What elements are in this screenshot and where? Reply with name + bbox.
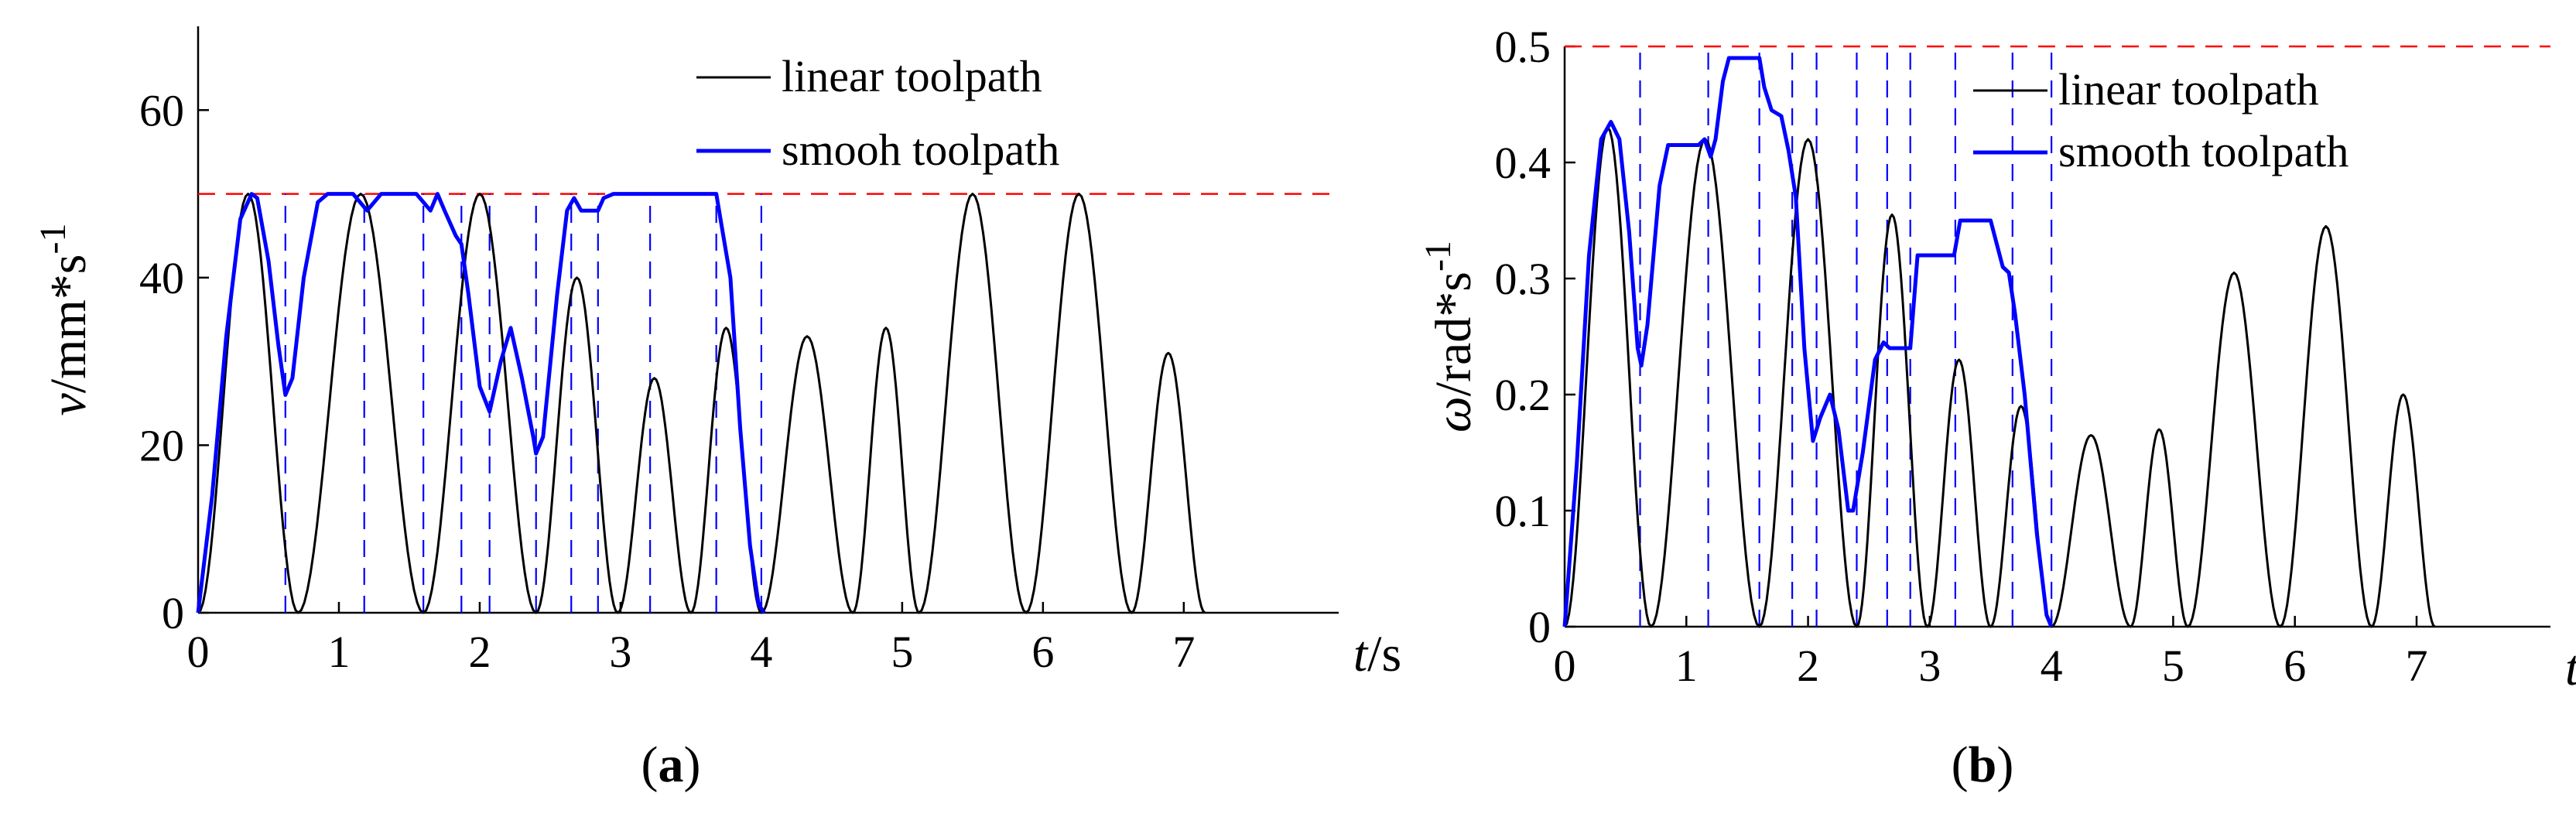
legend-label: smooth toolpath: [2058, 126, 2349, 176]
y-tick-label: 0.1: [1495, 486, 1551, 536]
series-line-smooth: [196, 192, 766, 614]
x-tick-label: 1: [1675, 641, 1698, 691]
x-tick-label: 5: [891, 627, 913, 677]
panel-label: (a): [641, 737, 701, 793]
legend-label: smooh toolpath: [782, 125, 1059, 175]
series-line-smooth: [1562, 56, 2054, 627]
x-tick-label: 3: [609, 627, 631, 677]
series-line-linear: [197, 193, 1206, 614]
legend-label: linear toolpath: [2058, 64, 2319, 115]
y-tick-label: 60: [139, 85, 184, 135]
x-tick-label: 5: [2162, 641, 2184, 691]
y-tick-label: 40: [139, 253, 184, 303]
legend-label: linear toolpath: [782, 51, 1042, 101]
series-line-linear: [1563, 126, 2436, 628]
y-tick-label: 0.4: [1495, 138, 1551, 188]
x-tick-label: 1: [327, 627, 350, 677]
y-axis-label: v/mm*s-1: [32, 224, 97, 416]
y-tick-label: 0.5: [1495, 22, 1551, 72]
x-axis-label: t/s: [1353, 626, 1401, 682]
x-axis-label: t/s: [2565, 640, 2576, 696]
y-tick-label: 0: [1528, 602, 1551, 652]
x-tick-label: 4: [750, 627, 772, 677]
x-tick-label: 6: [1031, 627, 1054, 677]
x-tick-label: 4: [2041, 641, 2063, 691]
x-tick-label: 6: [2284, 641, 2306, 691]
x-tick-label: 7: [2405, 641, 2427, 691]
x-tick-label: 3: [1918, 641, 1941, 691]
panel-label: (b): [1952, 737, 2014, 793]
x-tick-label: 0: [187, 627, 210, 677]
y-tick-label: 0.2: [1495, 370, 1551, 420]
y-tick-label: 0.3: [1495, 254, 1551, 304]
x-tick-label: 2: [1797, 641, 1819, 691]
y-tick-label: 0: [162, 588, 184, 638]
x-tick-label: 0: [1554, 641, 1576, 691]
chart-panel-a: 0 1 2 3 4 5 6 7 0 20 40 60 linear toolpath smooh tool…: [32, 26, 1401, 793]
y-tick-label: 20: [139, 420, 184, 470]
chart-panel-b: 0 1 2 3 4 5 6 7 0 0.1 0.2 0.3 0.4 0.5 linear toolpath s…: [1418, 22, 2576, 793]
x-tick-label: 2: [468, 627, 491, 677]
y-axis-label: ω/rad*s-1: [1418, 241, 1482, 432]
x-tick-label: 7: [1172, 627, 1195, 677]
